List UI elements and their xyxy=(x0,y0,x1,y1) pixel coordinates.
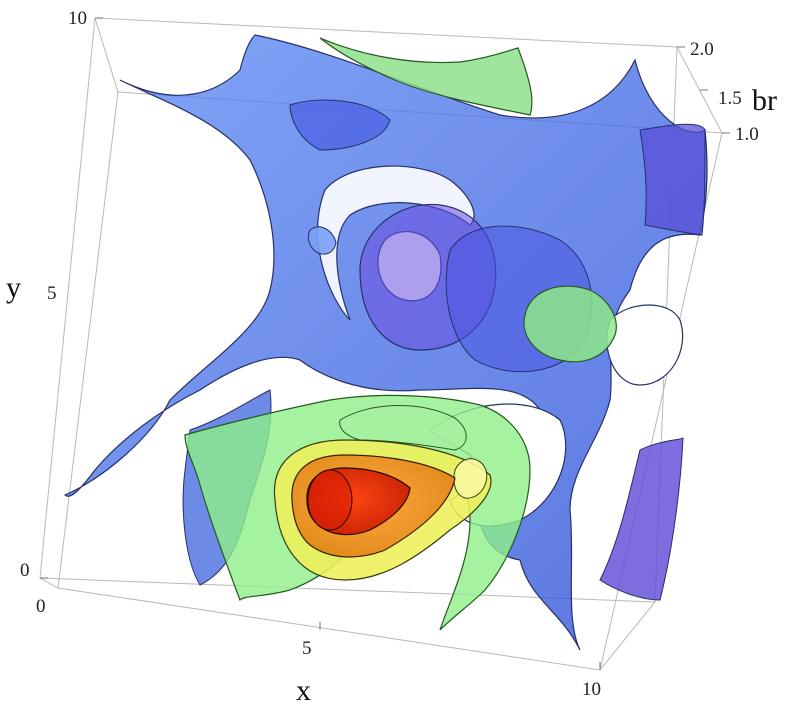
tick-marks xyxy=(40,17,730,670)
z-axis-label: br xyxy=(752,84,777,117)
y-tick-0: 0 xyxy=(20,560,30,581)
surface-red xyxy=(306,467,411,536)
x-tick-10: 10 xyxy=(582,679,601,700)
z-tick-2.0: 2.0 xyxy=(690,39,714,60)
z-tick-1.5: 1.5 xyxy=(718,88,742,109)
z-tick-1.0: 1.0 xyxy=(735,124,759,145)
y-tick-5: 5 xyxy=(47,283,57,304)
y-axis-label: y xyxy=(6,271,21,304)
tick-labels: 0 5 10 0 5 10 1.0 1.5 2.0 xyxy=(20,8,759,700)
y-tick-10: 10 xyxy=(68,8,87,29)
x-tick-5: 5 xyxy=(302,638,312,659)
x-axis-label: x xyxy=(296,674,311,706)
axis-labels: x y br xyxy=(6,84,777,706)
x-tick-0: 0 xyxy=(36,596,46,617)
